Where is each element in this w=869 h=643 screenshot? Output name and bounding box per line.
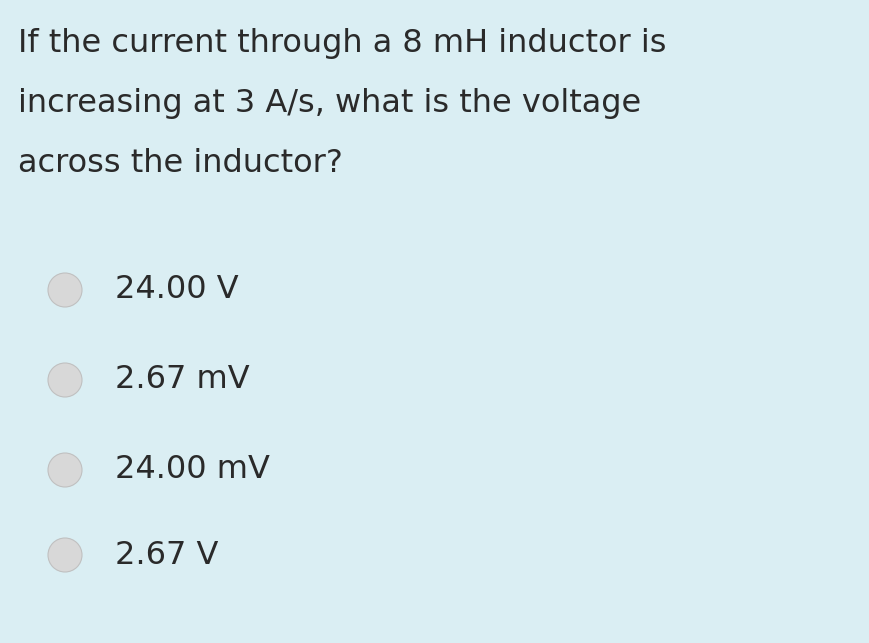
Text: 2.67 mV: 2.67 mV — [115, 365, 249, 395]
Text: across the inductor?: across the inductor? — [18, 148, 342, 179]
Circle shape — [48, 273, 82, 307]
Circle shape — [48, 453, 82, 487]
Text: 24.00 mV: 24.00 mV — [115, 455, 269, 485]
Circle shape — [48, 363, 82, 397]
Text: 24.00 V: 24.00 V — [115, 275, 238, 305]
Text: If the current through a 8 mH inductor is: If the current through a 8 mH inductor i… — [18, 28, 666, 59]
Text: 2.67 V: 2.67 V — [115, 539, 218, 570]
Text: increasing at 3 A/s, what is the voltage: increasing at 3 A/s, what is the voltage — [18, 88, 640, 119]
Circle shape — [48, 538, 82, 572]
